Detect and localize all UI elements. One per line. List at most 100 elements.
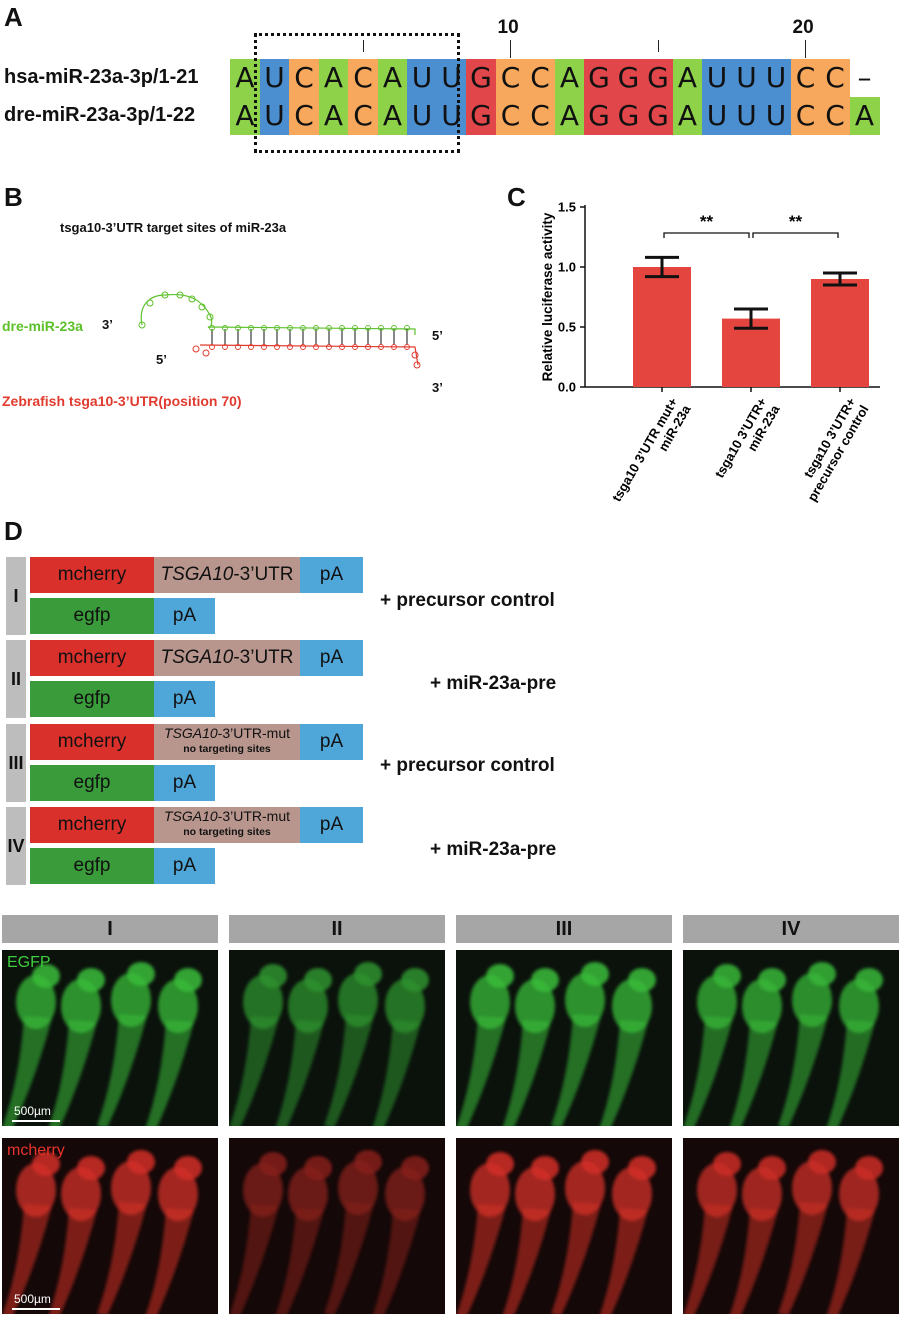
embryo-silhouette: [229, 964, 287, 1126]
embryo-silhouette: [503, 1156, 559, 1314]
position-tick: [805, 40, 807, 58]
pa-segment: pA: [154, 681, 215, 717]
mirna-nucleotide: [206, 313, 214, 321]
treatment-label: + precursor control: [380, 590, 555, 611]
utr-nucleotide: [209, 344, 215, 350]
mirna-nucleotide: [404, 325, 410, 331]
embryo-silhouette: [229, 1152, 287, 1314]
mirna-nucleotide: [161, 291, 169, 299]
treatment-label: + precursor control: [380, 755, 555, 776]
utr-segment: TSGA10-3’UTR-mut no targeting sites: [154, 807, 300, 843]
utr-segment-label: TSGA10-3’UTR: [154, 640, 300, 676]
embryo-silhouette: [2, 964, 60, 1126]
position-tick: [657, 40, 659, 52]
y-axis-label: Relative luciferase activity: [540, 212, 555, 381]
utr-nucleotide: [192, 345, 200, 353]
nucleotide-cell: U: [407, 59, 437, 97]
embryo-silhouette: [146, 1156, 202, 1314]
position-label-20: 20: [792, 17, 814, 38]
pa-segment: pA: [300, 557, 363, 593]
utr-nucleotide: [313, 344, 319, 350]
embryo-silhouette: [97, 1150, 155, 1314]
utr-nucleotide: [202, 349, 210, 357]
mirna-nucleotide: [339, 325, 345, 331]
nucleotide-cell: U: [436, 59, 467, 97]
fluorescence-image: [456, 950, 672, 1126]
nucleotide-cell: G: [584, 59, 614, 97]
nucleotide-cell: C: [820, 59, 850, 97]
utr-note: no targeting sites: [183, 743, 271, 755]
panel-letter-b: B: [4, 182, 23, 212]
embryo-silhouette: [730, 1156, 786, 1314]
utr-segment: TSGA10-3’UTR: [154, 640, 300, 676]
nucleotide-cell: A: [554, 97, 585, 135]
nucleotide-cell: U: [436, 97, 467, 135]
image-column-header: II: [229, 915, 445, 943]
embryo-silhouette: [778, 1150, 836, 1314]
mcherry-segment: mcherry: [30, 640, 154, 676]
embryo-silhouette: [456, 1152, 514, 1314]
nucleotide-cell: G: [643, 59, 673, 97]
nucleotide-cell: A: [377, 97, 408, 135]
utr-segment: TSGA10-3’UTR: [154, 557, 300, 593]
egfp-segment: egfp: [30, 848, 154, 884]
utr-segment-label: TSGA10-3’UTR-mut: [154, 724, 300, 742]
pa-segment: pA: [300, 807, 363, 843]
utr-suffix: -3’UTR: [233, 564, 294, 585]
nucleotide-cell: G: [613, 97, 644, 135]
fluorescence-image: [456, 1138, 672, 1314]
utr-segment-label: TSGA10-3’UTR-mut: [154, 807, 300, 825]
nucleotide-cell: A: [849, 97, 880, 135]
channel-label: EGFP: [7, 954, 51, 971]
nucleotide-cell: G: [466, 97, 496, 135]
position-label-10: 10: [497, 17, 519, 38]
utr-nucleotide: [235, 344, 241, 350]
embryo-silhouette: [2, 1152, 60, 1314]
fluorescence-image: mcherry 500µm: [2, 1138, 218, 1314]
mirna-nucleotide: [188, 295, 196, 303]
embryo-silhouette: [276, 968, 332, 1126]
nucleotide-cell: C: [495, 97, 526, 135]
mirna-nucleotide: [261, 325, 267, 331]
embryo-silhouette: [49, 1156, 105, 1314]
embryo-silhouette: [276, 1156, 332, 1314]
nucleotide-cell: C: [348, 59, 378, 97]
mirna-nucleotide: [300, 325, 306, 331]
utr-nucleotide: [248, 344, 254, 350]
bar: [722, 318, 780, 387]
nucleotide-cell: C: [495, 59, 526, 97]
utr-nucleotide: [378, 344, 384, 350]
mirna-5-end: 5’: [432, 328, 443, 343]
mirna-nucleotide: [313, 325, 319, 331]
fluorescence-image: [683, 950, 899, 1126]
utr-nucleotide: [326, 344, 332, 350]
structure-title: tsga10-3’UTR target sites of miR-23a: [60, 220, 287, 235]
utr-5-end: 5’: [156, 352, 167, 367]
y-tick-label: 1.0: [558, 260, 576, 275]
image-column-header: IV: [683, 915, 899, 943]
nucleotide-cell: U: [731, 59, 762, 97]
nucleotide-cell: U: [259, 59, 290, 97]
mirna-nucleotide: [378, 325, 384, 331]
nucleotide-cell: U: [761, 59, 791, 97]
embryo-silhouette: [324, 1150, 382, 1314]
utr-nucleotide: [391, 344, 397, 350]
mirna-strand: [207, 326, 416, 335]
duplex-diagram: [138, 291, 421, 369]
mcherry-segment: mcherry: [30, 724, 154, 760]
sequence-label: dre-miR-23a-3p/1-22: [4, 104, 196, 126]
embryo-silhouette: [600, 968, 656, 1126]
significance-bracket: [752, 232, 839, 238]
nucleotide-cell: U: [407, 97, 437, 135]
nucleotide-cell: C: [289, 97, 319, 135]
significance-bracket: [663, 232, 750, 238]
nucleotide-cell: –: [849, 59, 880, 97]
egfp-segment: egfp: [30, 681, 154, 717]
embryo-silhouette: [503, 968, 559, 1126]
significance-label: **: [700, 212, 714, 231]
embryo-silhouette: [827, 1156, 883, 1314]
fluorescence-image: [229, 1138, 445, 1314]
mirna-nucleotide: [326, 325, 332, 331]
nucleotide-cell: G: [643, 97, 673, 135]
